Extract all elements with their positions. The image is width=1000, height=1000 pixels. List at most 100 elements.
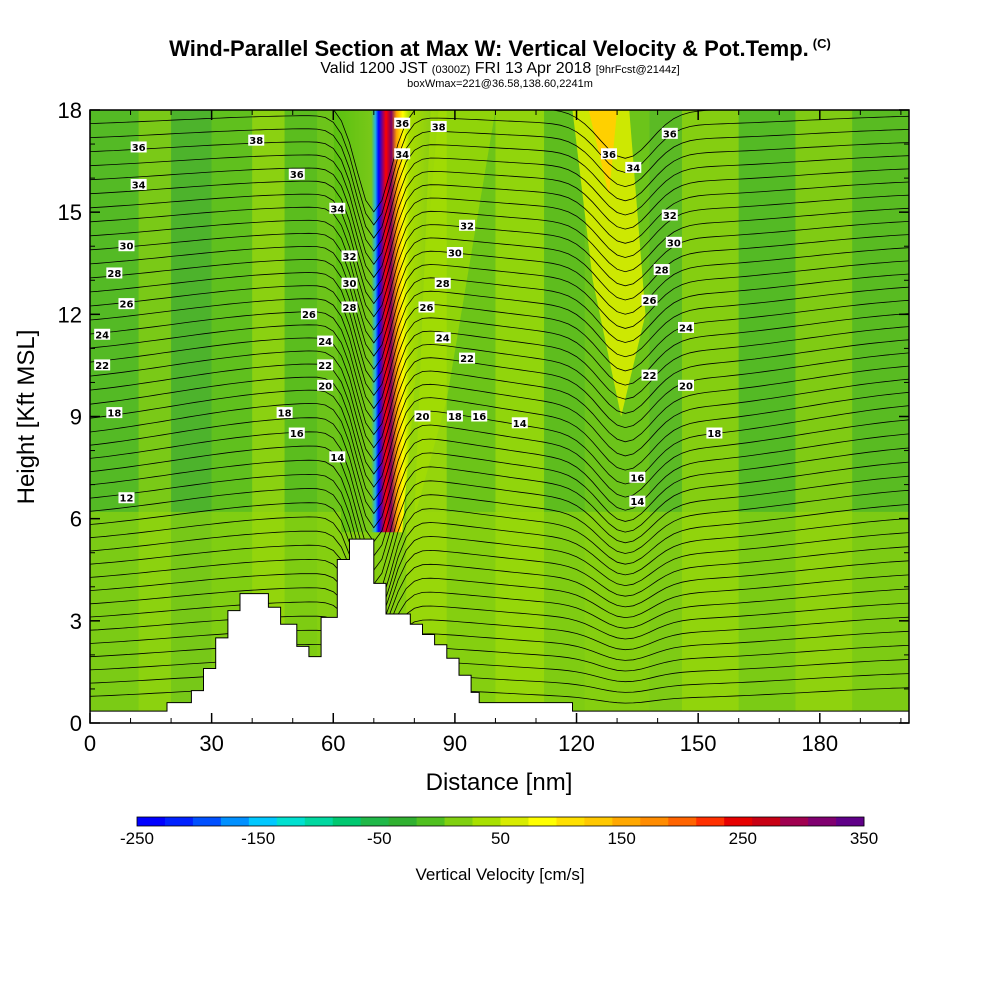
contour-label-bg bbox=[329, 202, 346, 214]
contour-label: 30 bbox=[665, 236, 682, 249]
contour-label-text: 26 bbox=[120, 300, 134, 311]
contour-label-text: 30 bbox=[343, 279, 357, 290]
contour-label-text: 24 bbox=[436, 334, 450, 345]
contour-label: 28 bbox=[341, 301, 358, 314]
contour-label: 32 bbox=[459, 219, 476, 232]
contour-label-text: 20 bbox=[318, 381, 332, 392]
isentrope-line bbox=[90, 324, 909, 436]
isentrope-line bbox=[90, 376, 909, 488]
isentrope-line bbox=[90, 516, 909, 622]
contour-label: 38 bbox=[430, 121, 447, 134]
colorbar-swatch bbox=[388, 817, 418, 826]
contour-label: 26 bbox=[300, 308, 317, 321]
theta-contours bbox=[90, 110, 909, 705]
contour-label-text: 36 bbox=[602, 150, 616, 161]
contour-label: 34 bbox=[625, 161, 642, 174]
contour-label: 14 bbox=[629, 495, 646, 508]
y-axis-label: Height [Kft MSL] bbox=[13, 330, 40, 505]
contour-label-text: 16 bbox=[290, 429, 304, 440]
contour-label: 14 bbox=[329, 451, 346, 464]
y-tick-label: 6 bbox=[70, 507, 82, 532]
contour-label: 22 bbox=[459, 352, 476, 365]
y-tick-label: 3 bbox=[70, 609, 82, 634]
y-tick-label: 18 bbox=[58, 98, 82, 123]
contour-label-bg bbox=[341, 277, 358, 289]
contour-label: 26 bbox=[641, 294, 658, 307]
isentrope-line bbox=[90, 337, 909, 449]
contour-label-bg bbox=[641, 369, 658, 381]
contour-label-text: 32 bbox=[460, 221, 474, 232]
contour-labels: 36 34 30 28 26 24 22 18 12 38 36 34 32 30 28 26 24 22 20 18… bbox=[94, 117, 723, 508]
colorbar-swatch bbox=[528, 817, 557, 826]
colorbar-swatch bbox=[612, 817, 641, 826]
isentrope-line bbox=[90, 285, 909, 396]
contour-label-text: 18 bbox=[278, 409, 292, 420]
contour-label-text: 36 bbox=[132, 143, 146, 154]
chart-valid-time: Valid 1200 JST (0300Z) FRI 13 Apr 2018 [… bbox=[320, 60, 680, 77]
contour-label-bg bbox=[106, 407, 123, 419]
colorbar-swatch bbox=[304, 817, 334, 826]
contour-label-bg bbox=[511, 417, 528, 429]
contour-label: 16 bbox=[471, 410, 488, 423]
contour-label-text: 18 bbox=[707, 429, 721, 440]
isentrope-line bbox=[90, 154, 909, 265]
contour-label: 24 bbox=[317, 335, 334, 348]
colorbar-swatch bbox=[220, 817, 250, 826]
contour-label: 18 bbox=[706, 427, 723, 440]
contour-label: 20 bbox=[678, 379, 695, 392]
contour-label-bg bbox=[414, 410, 431, 422]
isentrope-line bbox=[90, 403, 909, 515]
contour-label: 34 bbox=[329, 202, 346, 215]
contour-label: 22 bbox=[317, 359, 334, 372]
colorbar-tick-label: -50 bbox=[367, 829, 392, 848]
isentrope-line bbox=[90, 272, 909, 383]
contour-label-text: 18 bbox=[448, 412, 462, 423]
colorbar-swatch bbox=[192, 817, 222, 826]
colorbar-tick-label: 250 bbox=[729, 829, 757, 848]
contour-label: 28 bbox=[106, 267, 123, 280]
contour-label: 26 bbox=[418, 301, 435, 314]
contour-label: 22 bbox=[641, 369, 658, 382]
isentrope-line bbox=[90, 431, 909, 543]
contour-label: 20 bbox=[317, 379, 334, 392]
contour-label-text: 18 bbox=[107, 409, 121, 420]
contour-label-bg bbox=[661, 127, 678, 139]
contour-label-bg bbox=[600, 148, 617, 160]
chart-title: Wind-Parallel Section at Max W: Vertical… bbox=[169, 36, 831, 61]
contour-label-bg bbox=[341, 301, 358, 313]
isentrope-line bbox=[90, 502, 909, 614]
contour-label: 36 bbox=[661, 127, 678, 140]
isentrope-line bbox=[90, 115, 909, 226]
isentrope-line bbox=[90, 311, 909, 423]
contour-label-bg bbox=[471, 410, 488, 422]
colorbar-swatch bbox=[164, 817, 194, 826]
contour-label-bg bbox=[430, 121, 447, 133]
contour-label-text: 22 bbox=[318, 361, 332, 372]
isentrope-line bbox=[90, 219, 909, 331]
contour-label-bg bbox=[665, 236, 682, 248]
x-tick-label: 90 bbox=[443, 731, 467, 756]
contour-label-text: 22 bbox=[643, 371, 657, 382]
contour-label-bg bbox=[394, 117, 411, 129]
contour-label-text: 16 bbox=[630, 473, 644, 484]
contour-label-bg bbox=[341, 250, 358, 262]
colorbar-swatch bbox=[696, 817, 725, 826]
contour-label-bg bbox=[106, 267, 123, 279]
contour-label-bg bbox=[446, 247, 463, 259]
isentrope-line bbox=[90, 573, 909, 650]
contour-label: 14 bbox=[511, 417, 528, 430]
contour-label-text: 24 bbox=[95, 330, 109, 341]
contour-label-text: 32 bbox=[343, 252, 357, 263]
colorbar-tick-label: 350 bbox=[850, 829, 878, 848]
contour-label-text: 36 bbox=[290, 170, 304, 181]
title-mark: (C) bbox=[812, 36, 831, 51]
isentrope-line bbox=[90, 558, 909, 643]
contour-label: 18 bbox=[276, 407, 293, 420]
contour-label: 16 bbox=[629, 471, 646, 484]
contour-label-text: 24 bbox=[318, 337, 332, 348]
contour-label-bg bbox=[94, 328, 111, 340]
colorbar-label: Vertical Velocity [cm/s] bbox=[415, 865, 584, 884]
contour-label: 32 bbox=[661, 209, 678, 222]
contour-label-text: 28 bbox=[436, 279, 450, 290]
y-tick-label: 15 bbox=[58, 200, 82, 225]
